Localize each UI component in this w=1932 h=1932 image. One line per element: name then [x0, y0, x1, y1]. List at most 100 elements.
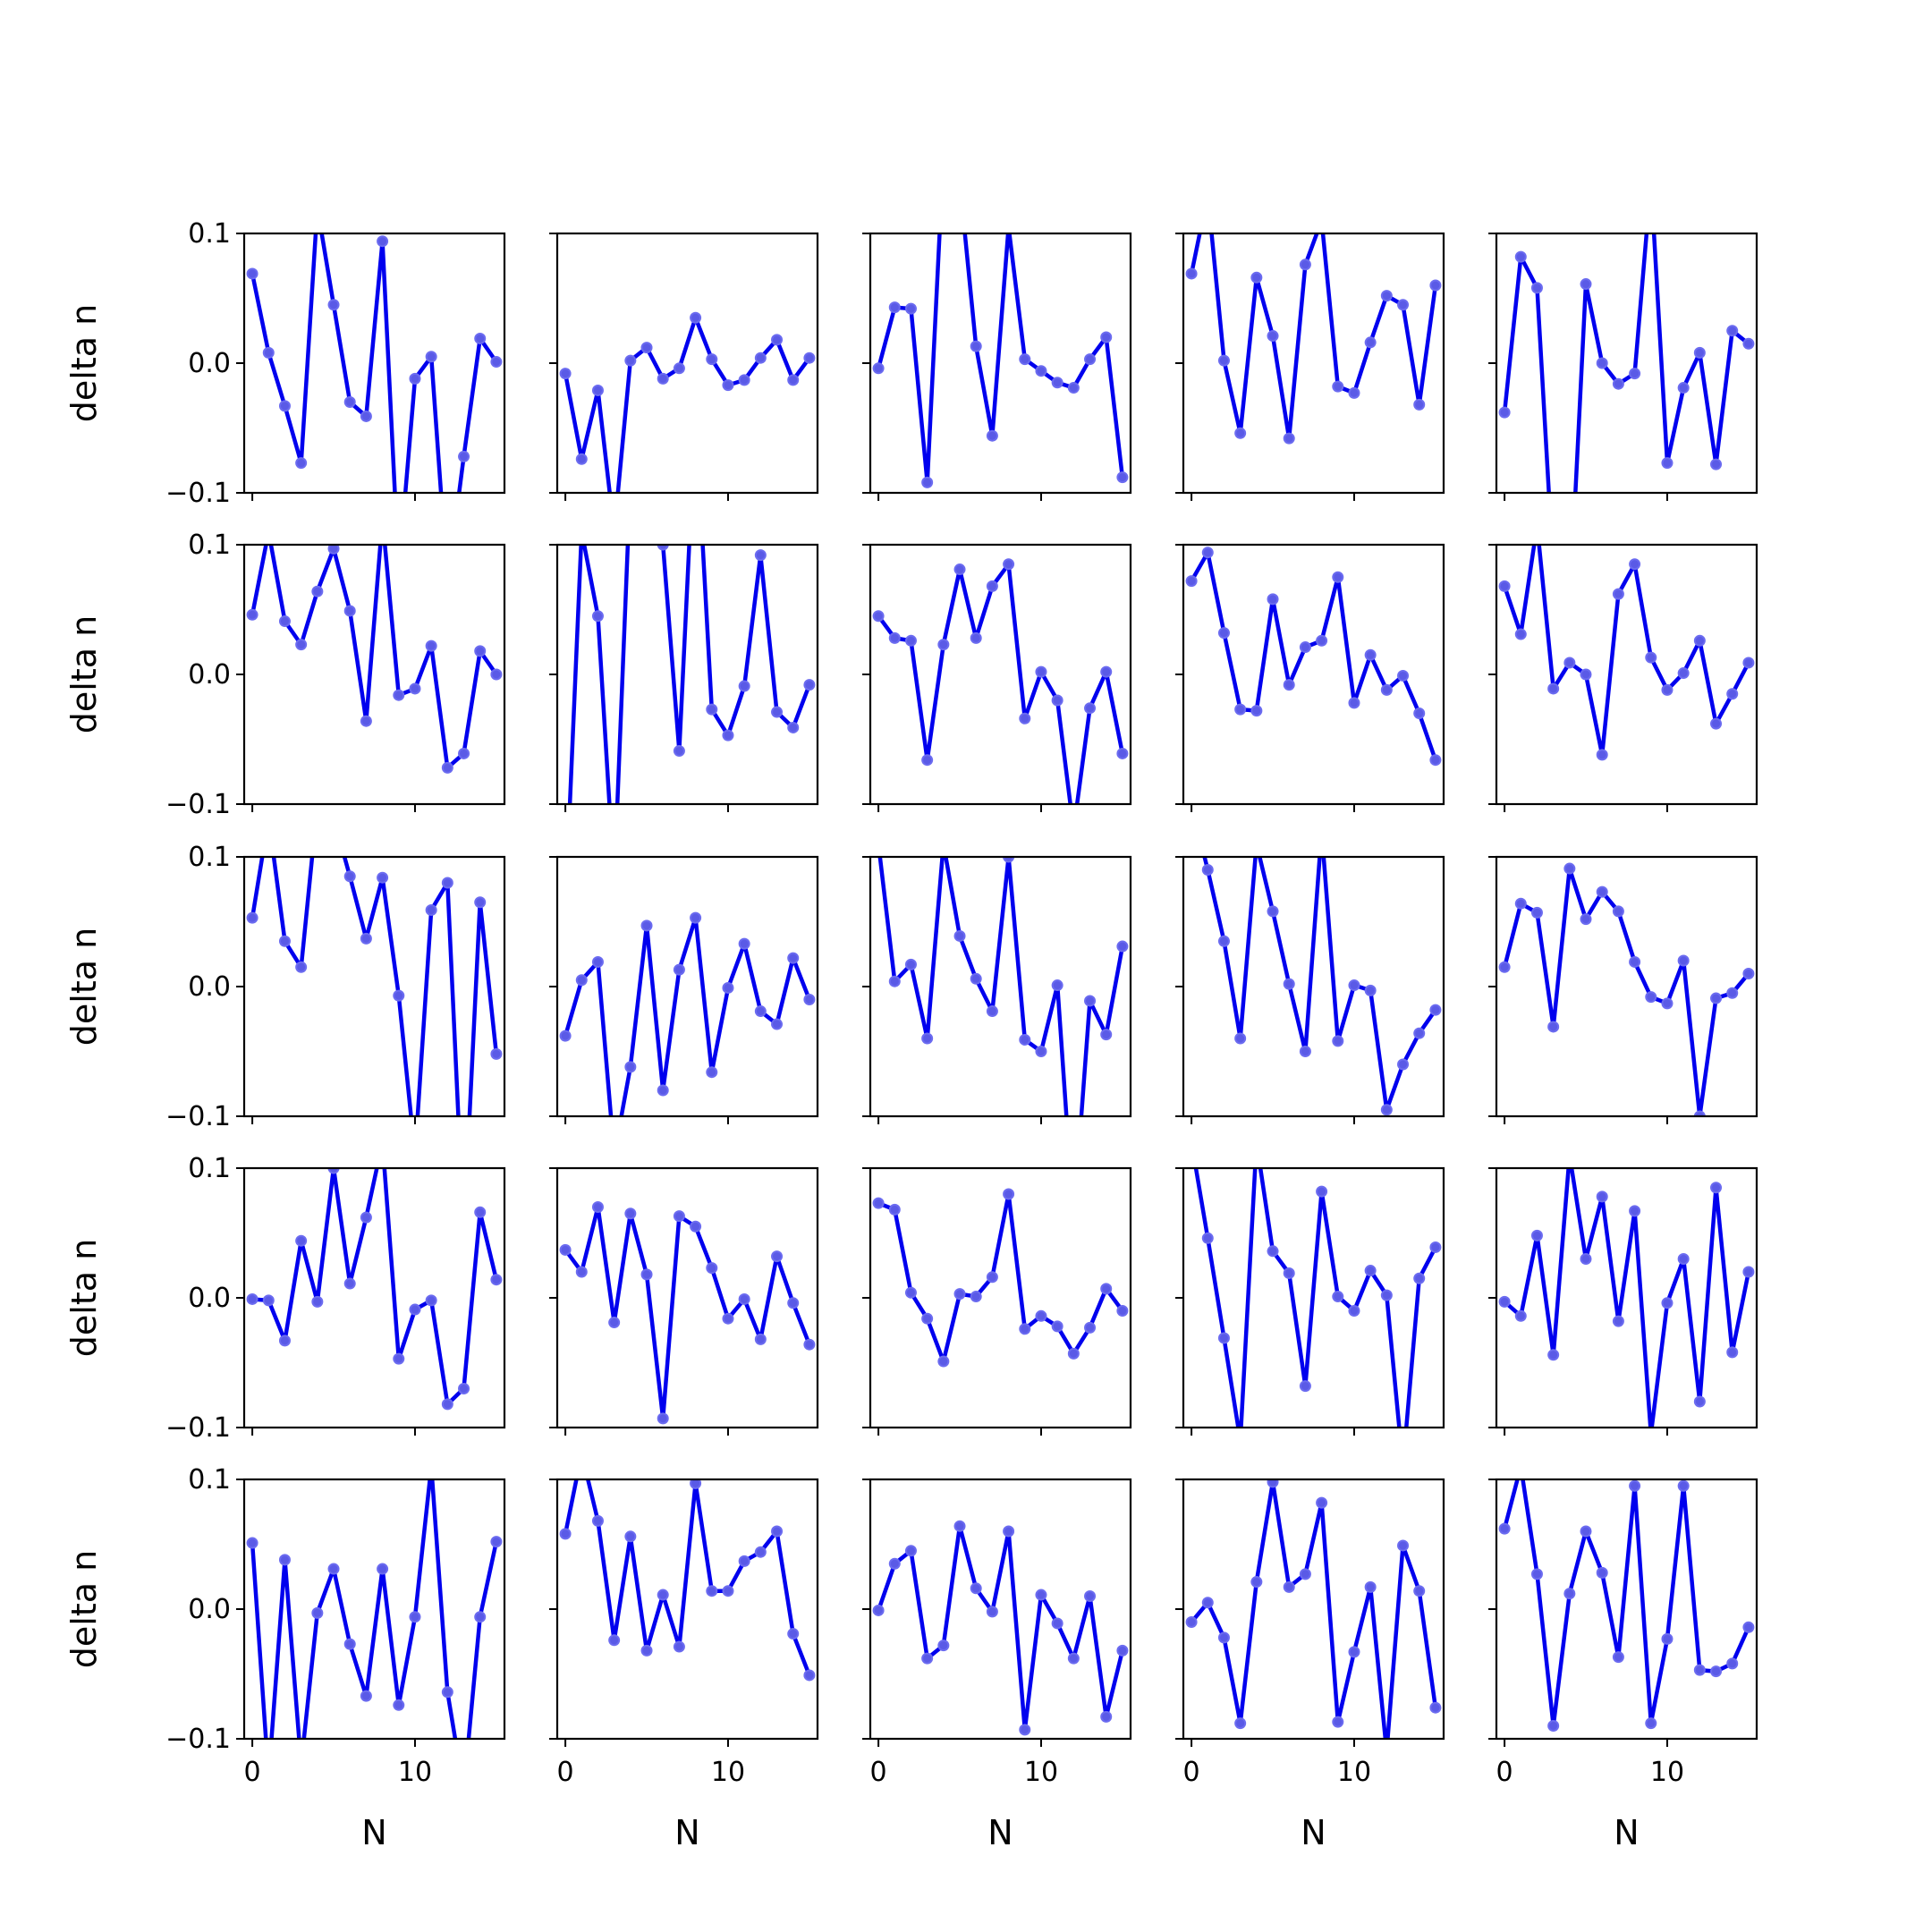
data-point: [1742, 1621, 1755, 1633]
data-point: [1677, 667, 1690, 680]
data-point: [1413, 1027, 1426, 1039]
data-point: [1530, 282, 1543, 294]
data-point: [803, 1669, 816, 1682]
data-point: [1563, 657, 1576, 669]
data-point: [1364, 648, 1377, 661]
data-point: [1498, 1295, 1511, 1308]
data-point: [1316, 1185, 1328, 1198]
data-point: [425, 903, 437, 916]
data-point: [1251, 1138, 1261, 1148]
data-point: [1185, 575, 1198, 588]
data-point: [1283, 1580, 1295, 1593]
axes-frame: [555, 855, 819, 1118]
subplot-r3-c4: [1175, 855, 1445, 1124]
axes-frame: [1182, 855, 1445, 1118]
data-point: [1217, 627, 1230, 640]
data-point: [1646, 1429, 1656, 1439]
data-point: [1348, 697, 1360, 709]
data-point: [1563, 862, 1576, 875]
y-axis-label: delta n: [64, 1550, 104, 1668]
data-point: [591, 955, 604, 968]
data-point: [1185, 1616, 1198, 1628]
y-tick-label: −0.1: [165, 789, 231, 820]
data-point: [1003, 1525, 1015, 1538]
data-point: [1710, 992, 1723, 1004]
subplot-r4-c5: [1488, 1166, 1758, 1439]
data-point: [1498, 1522, 1511, 1535]
data-point: [1217, 935, 1230, 947]
data-point: [1332, 1291, 1344, 1303]
data-point: [1498, 406, 1511, 419]
data-point: [246, 608, 258, 621]
data-point: [474, 896, 487, 909]
data-point: [1069, 826, 1079, 835]
data-point: [1116, 1644, 1129, 1657]
data-point: [1100, 1029, 1113, 1041]
data-point: [722, 729, 734, 741]
data-point: [1069, 1216, 1079, 1225]
axes-frame: [242, 1478, 506, 1741]
data-point: [657, 1412, 669, 1425]
subplot-r4-c1: 0.1 0.0 −0.1 delta n: [64, 1153, 506, 1444]
x-tick-label: 10: [711, 1757, 745, 1788]
x-axis-label: N: [674, 1813, 699, 1852]
data-point: [787, 721, 800, 733]
data-point: [888, 1203, 901, 1216]
data-point: [1051, 979, 1063, 992]
data-point: [673, 963, 685, 976]
data-point: [343, 1277, 356, 1290]
y-tick-label: 0.1: [188, 842, 231, 873]
data-point: [986, 1271, 998, 1284]
data-point: [343, 605, 356, 617]
data-point: [327, 1563, 340, 1575]
data-point: [986, 1005, 998, 1018]
data-point: [409, 682, 421, 695]
data-point: [1267, 330, 1279, 343]
data-point: [295, 961, 308, 973]
data-point: [1299, 641, 1311, 654]
data-point: [953, 1520, 966, 1532]
data-point: [888, 631, 901, 644]
data-point: [1332, 380, 1344, 393]
data-point: [1316, 1496, 1328, 1509]
data-point: [1516, 1462, 1526, 1471]
data-point: [1514, 628, 1527, 640]
data-point: [1710, 717, 1723, 730]
x-tick-label: 10: [1337, 1757, 1371, 1788]
data-point: [1532, 521, 1542, 530]
data-point: [787, 1297, 800, 1309]
data-point: [1203, 190, 1213, 199]
plot-area: [559, 1479, 816, 1682]
data-point: [986, 1606, 998, 1618]
data-point: [1380, 1289, 1393, 1301]
data-point: [937, 1640, 950, 1652]
data-point: [264, 1773, 274, 1783]
data-point: [1348, 386, 1360, 399]
data-point: [490, 668, 503, 681]
series-line: [251, 1168, 499, 1407]
subplot-r1-c4: [1175, 190, 1445, 501]
y-axis-label: delta n: [64, 304, 104, 422]
data-point: [642, 449, 652, 459]
data-point: [1100, 1283, 1113, 1295]
subplot-r2-c4: [1175, 543, 1445, 812]
series-line: [876, 1523, 1125, 1733]
data-point: [575, 974, 588, 987]
data-point: [459, 1786, 469, 1796]
data-point: [1084, 353, 1097, 366]
data-point: [1035, 1589, 1047, 1601]
data-point: [640, 1644, 653, 1657]
data-point: [1429, 1701, 1442, 1714]
data-point: [295, 1234, 308, 1247]
series-line: [250, 233, 498, 493]
data-point: [673, 1640, 685, 1653]
data-point: [1596, 886, 1608, 898]
x-axis-label: N: [1301, 1813, 1326, 1852]
data-point: [1348, 1646, 1360, 1658]
data-point: [1596, 357, 1608, 369]
data-point: [1629, 1205, 1641, 1217]
data-point: [1116, 471, 1129, 484]
data-point: [1693, 1664, 1706, 1676]
data-point: [986, 429, 998, 442]
data-point: [1429, 754, 1442, 767]
